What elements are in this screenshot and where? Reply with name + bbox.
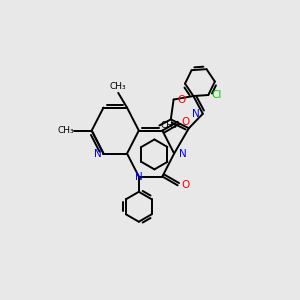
Text: N: N [178, 148, 186, 158]
Text: O: O [181, 117, 190, 127]
Text: O: O [177, 94, 185, 104]
Text: N: N [135, 172, 143, 182]
Text: N: N [94, 148, 102, 158]
Text: CH₃: CH₃ [161, 121, 178, 130]
Text: CH₃: CH₃ [57, 126, 74, 135]
Text: CH₃: CH₃ [110, 82, 127, 91]
Text: N: N [191, 109, 199, 119]
Text: Cl: Cl [212, 90, 222, 100]
Text: O: O [181, 180, 190, 190]
